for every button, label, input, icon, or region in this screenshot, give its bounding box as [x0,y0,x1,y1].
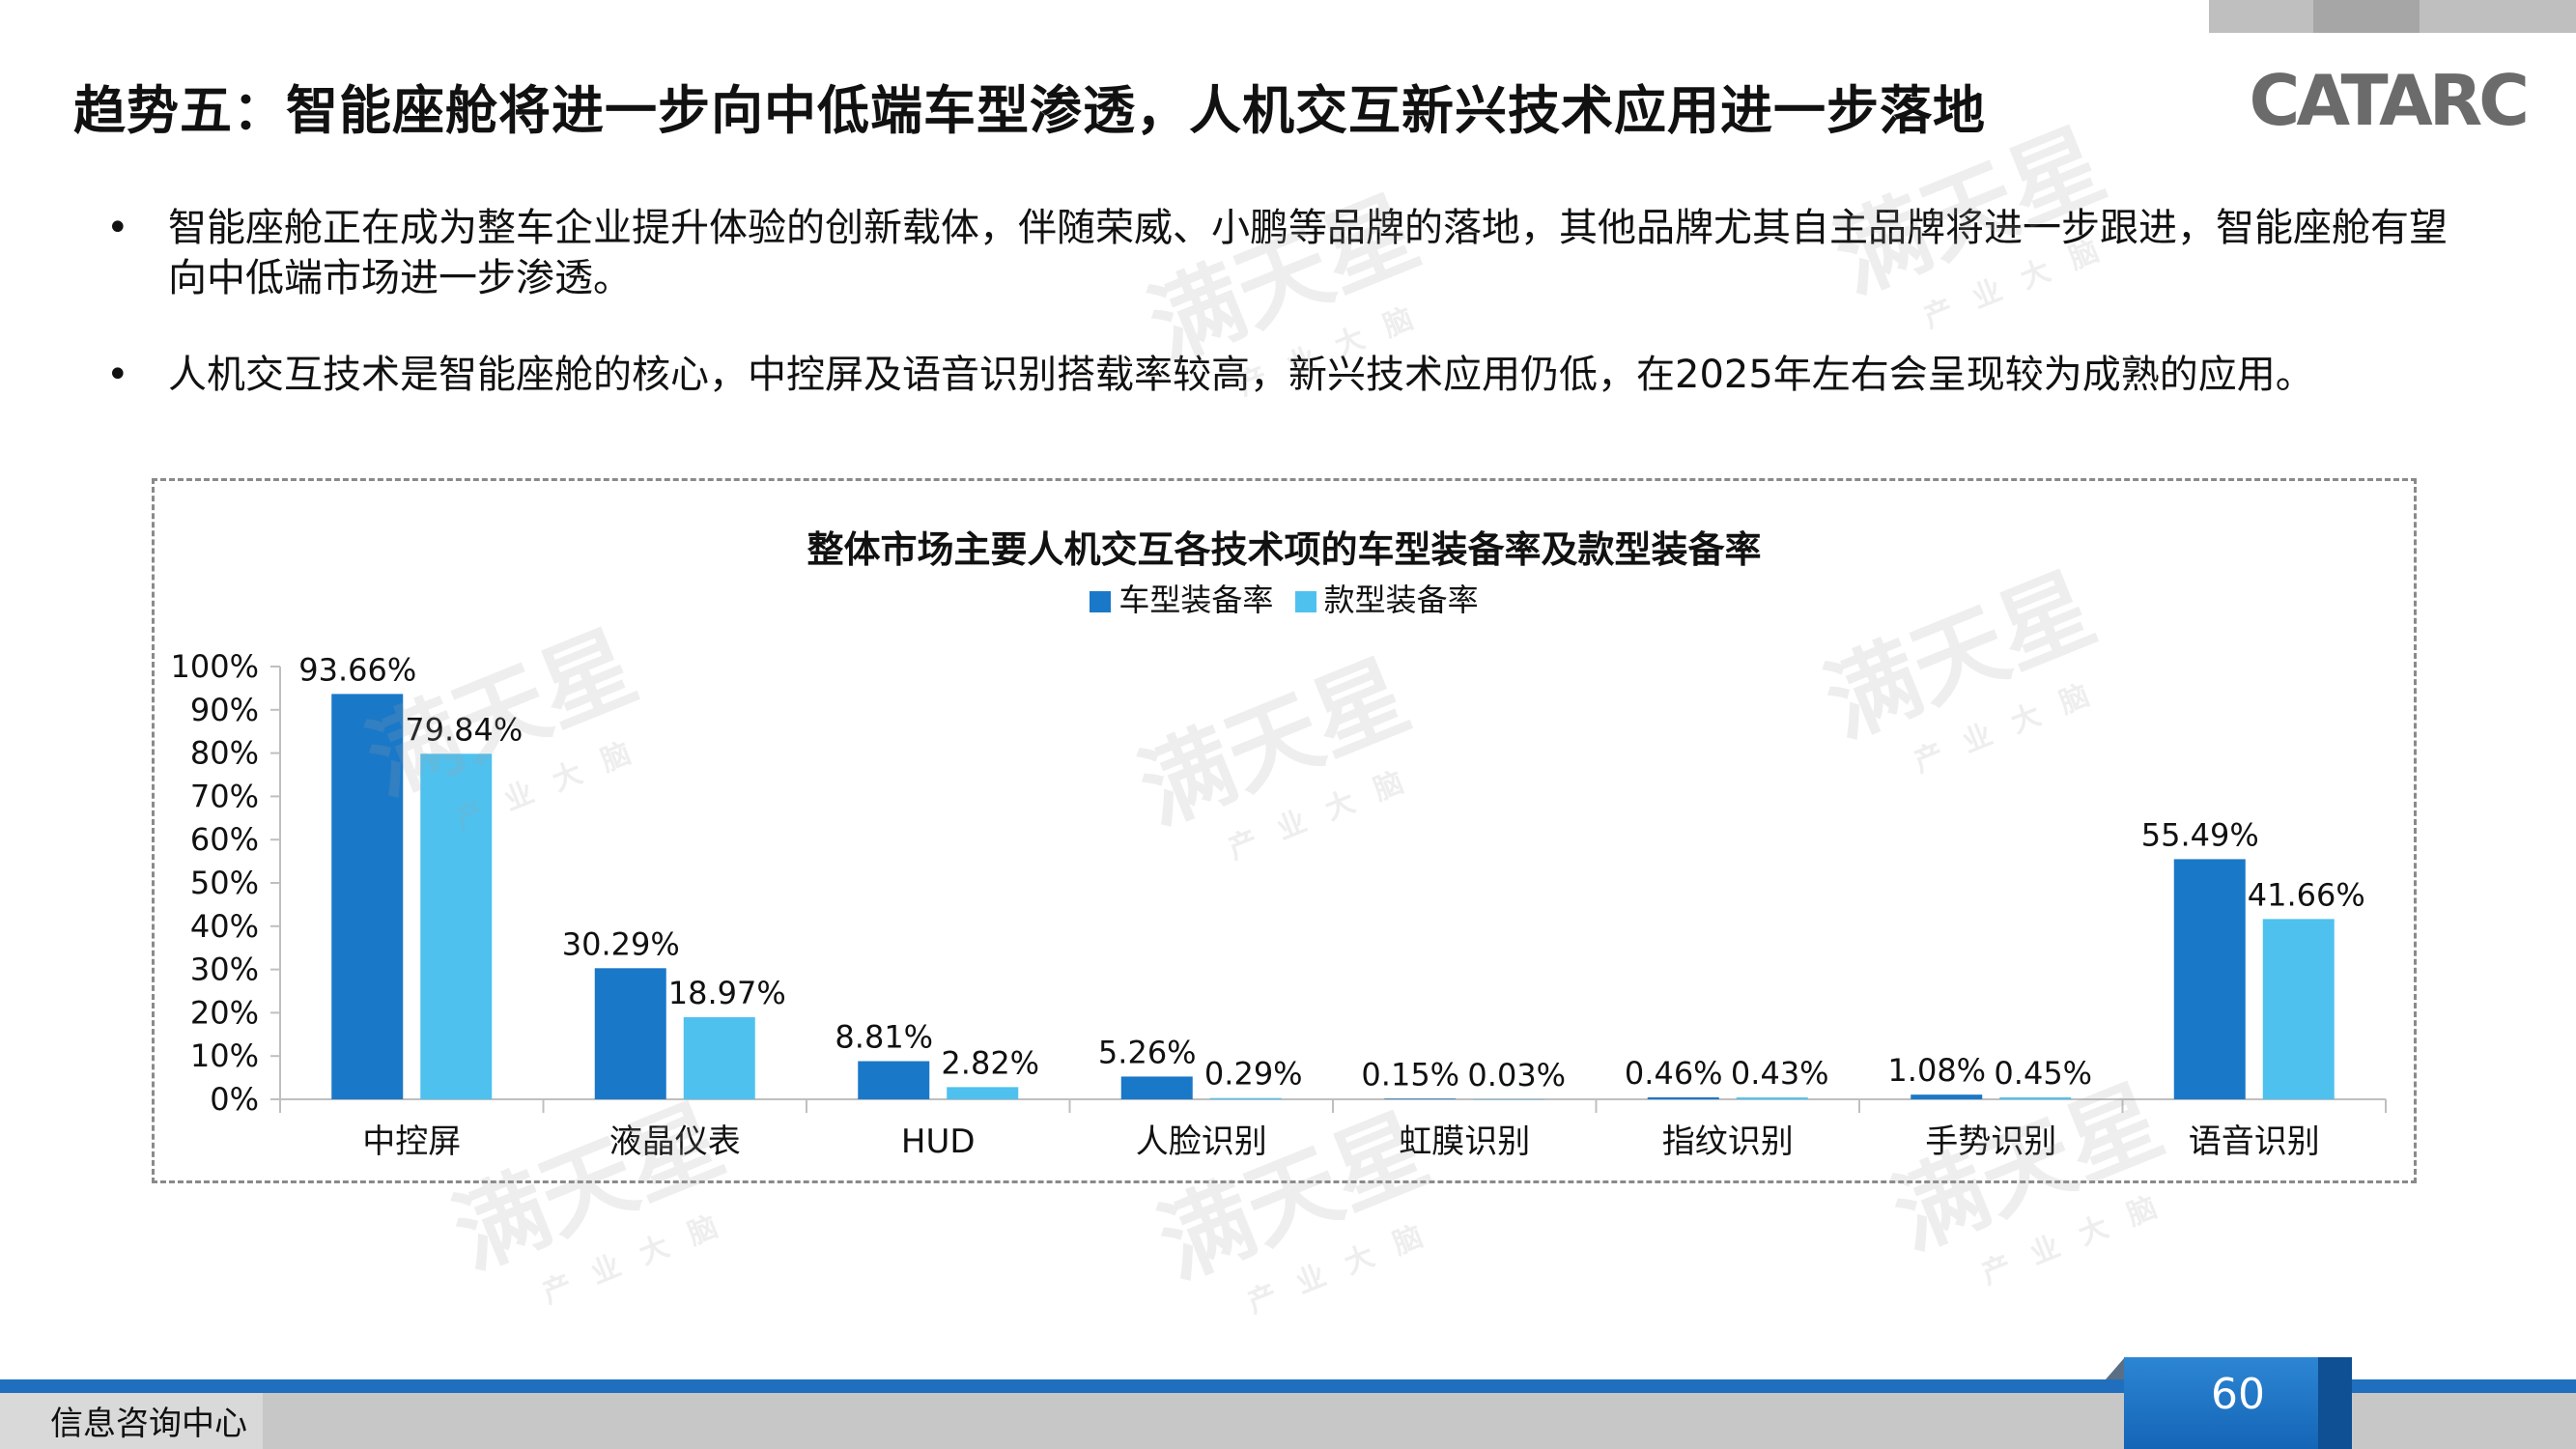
bar-vehicle [594,968,666,1099]
data-label: 0.29% [1204,1056,1303,1093]
bullet-dot: • [106,206,129,250]
x-tick-label: 液晶仪表 [609,1122,741,1161]
x-tick-label: 手势识别 [1925,1122,2056,1161]
y-tick-label: 100% [171,648,259,685]
y-tick-label: 90% [190,692,259,728]
data-label: 55.49% [2141,816,2259,853]
bullet-text: 人机交互技术是智能座舱的核心，中控屏及语音识别搭载率较高，新兴技术应用仍低，在2… [168,353,2314,397]
bar-model [420,753,493,1099]
data-label: 0.43% [1731,1055,1829,1092]
legend-item-model: 款型装备率 [1294,576,1479,620]
data-label: 79.84% [405,711,523,748]
bar-vehicle [1911,1094,1983,1099]
legend-swatch-vehicle [1090,591,1112,612]
page-number: 60 [2211,1370,2265,1419]
x-tick-label: 虹膜识别 [1399,1122,1530,1161]
data-label: 2.82% [941,1044,1039,1081]
page-number-box [2124,1357,2352,1449]
bar-model [2262,919,2335,1099]
y-tick-label: 70% [190,778,259,814]
bullet-item-1: • 智能座舱正在成为整车企业提升体验的创新载体，伴随荣威、小鹏等品牌的落地，其他… [106,203,2453,303]
bullet-text: 智能座舱正在成为整车企业提升体验的创新载体，伴随荣威、小鹏等品牌的落地，其他品牌… [168,206,2448,300]
data-label: 8.81% [835,1019,933,1056]
y-tick-label: 60% [190,821,259,858]
bar-model [1999,1096,2072,1099]
y-tick-label: 0% [210,1081,259,1118]
chart-legend: 车型装备率 款型装备率 [152,576,2417,620]
y-tick-label: 30% [190,952,259,988]
bar-vehicle [1120,1076,1193,1099]
footer-left-panel [0,1393,263,1449]
bar-vehicle [2173,859,2246,1099]
bar-vehicle [1384,1098,1457,1099]
data-label: 0.45% [1994,1055,2092,1092]
y-tick-label: 50% [190,865,259,901]
x-tick-label: 语音识别 [2189,1122,2320,1161]
page-number-edge [2318,1357,2352,1449]
legend-label-vehicle: 车型装备率 [1118,582,1274,618]
x-tick-label: 人脸识别 [1136,1122,1267,1161]
data-label: 30.29% [562,925,680,962]
bar-model [1736,1097,1808,1099]
y-tick-label: 10% [190,1037,259,1074]
data-label: 0.15% [1361,1056,1459,1093]
bar-model [683,1017,755,1099]
page-number-cap [2106,1357,2125,1379]
data-label: 5.26% [1098,1034,1197,1070]
top-strip-accent [2313,0,2420,33]
bullet-dot: • [106,353,129,397]
catarc-logo: CATARC [2249,60,2531,141]
legend-label-model: 款型装备率 [1323,582,1479,618]
bar-model [1209,1097,1282,1099]
footer-accent-line [0,1379,2576,1393]
footer-department: 信息咨询中心 [50,1405,247,1443]
chart-frame [152,478,2417,1183]
data-label: 0.46% [1625,1055,1723,1092]
data-label: 93.66% [298,651,416,688]
y-tick-label: 40% [190,908,259,945]
y-tick-label: 80% [190,735,259,772]
bar-model [1473,1098,1545,1100]
bar-vehicle [858,1061,930,1099]
x-tick-label: HUD [901,1122,976,1161]
data-label: 41.66% [2248,876,2365,913]
bar-model [947,1087,1019,1099]
bar-vehicle [331,694,404,1099]
x-tick-label: 中控屏 [362,1122,461,1161]
page-title: 趋势五：智能座舱将进一步向中低端车型渗透，人机交互新兴技术应用进一步落地 [73,80,1986,141]
chart-title: 整体市场主要人机交互各技术项的车型装备率及款型装备率 [807,528,1762,571]
bullet-item-2: • 人机交互技术是智能座舱的核心，中控屏及语音识别搭载率较高，新兴技术应用仍低，… [106,350,2453,400]
data-label: 1.08% [1887,1052,1986,1089]
y-tick-label: 20% [190,994,259,1031]
data-label: 0.03% [1467,1057,1566,1094]
x-tick-label: 指纹识别 [1662,1122,1794,1161]
legend-item-vehicle: 车型装备率 [1090,576,1273,620]
legend-swatch-model [1294,591,1316,612]
data-label: 18.97% [668,975,786,1011]
bar-vehicle [1647,1096,1719,1099]
